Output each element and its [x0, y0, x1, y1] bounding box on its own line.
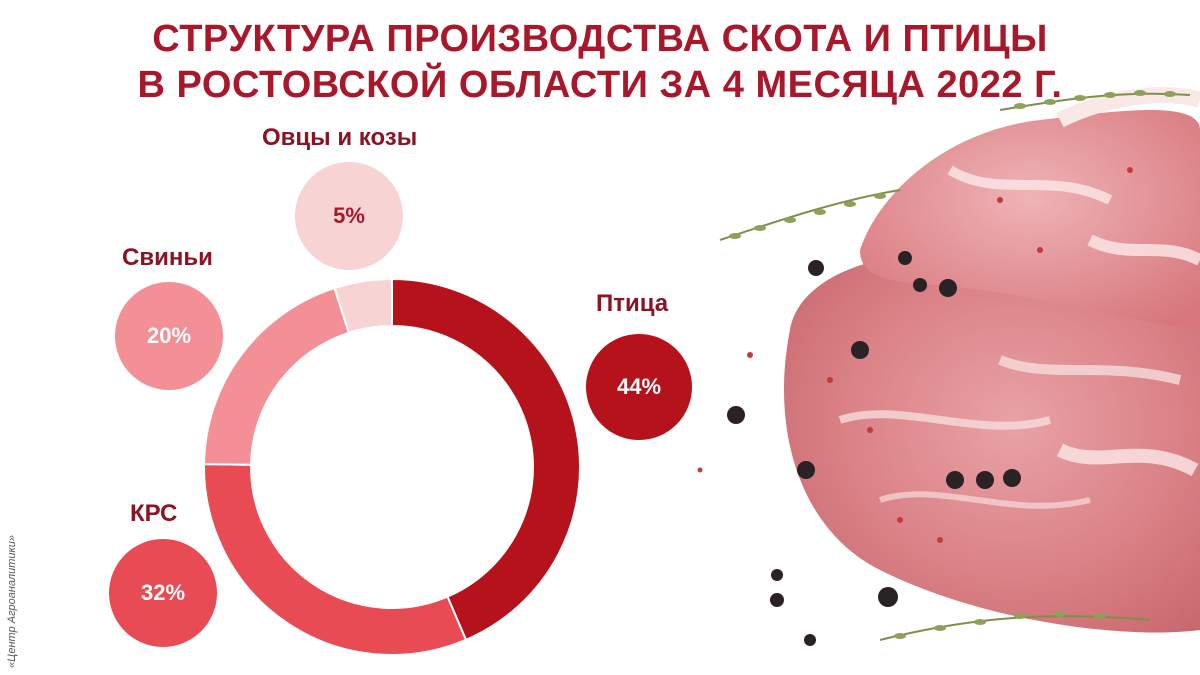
bubble-cattle: 32%: [109, 539, 217, 647]
slice-sheep-goats: [333, 277, 393, 335]
slice-poultry: [391, 277, 581, 642]
label-sheep-goats: Овцы и козы: [262, 124, 418, 151]
value-sheep-goats: 5%: [333, 203, 365, 228]
value-cattle: 32%: [140, 580, 186, 605]
bubble-poultry: 44%: [586, 334, 692, 440]
value-pigs: 20%: [146, 323, 192, 348]
steak-upper: [860, 110, 1200, 330]
label-cattle: КРС: [130, 500, 178, 527]
title-line-1: СТРУКТУРА ПРОИЗВОДСТВА СКОТА И ПТИЦЫ: [152, 18, 1048, 60]
source-credit: «Центр Агроаналитики»: [6, 535, 18, 668]
bubble-sheep-goats: 5%: [295, 162, 403, 270]
slice-pigs: [203, 286, 351, 466]
title-line-2: В РОСТОВСКОЙ ОБЛАСТИ ЗА 4 МЕСЯЦА 2022 Г.: [137, 64, 1063, 106]
label-pigs: Свиньи: [122, 244, 213, 271]
value-poultry: 44%: [616, 374, 662, 399]
chart-title: СТРУКТУРА ПРОИЗВОДСТВА СКОТА И ПТИЦЫ В Р…: [0, 16, 1200, 108]
steak-lower: [784, 253, 1200, 633]
slice-cattle: [203, 463, 468, 656]
label-poultry: Птица: [596, 290, 669, 317]
bubble-pigs: 20%: [115, 282, 223, 390]
